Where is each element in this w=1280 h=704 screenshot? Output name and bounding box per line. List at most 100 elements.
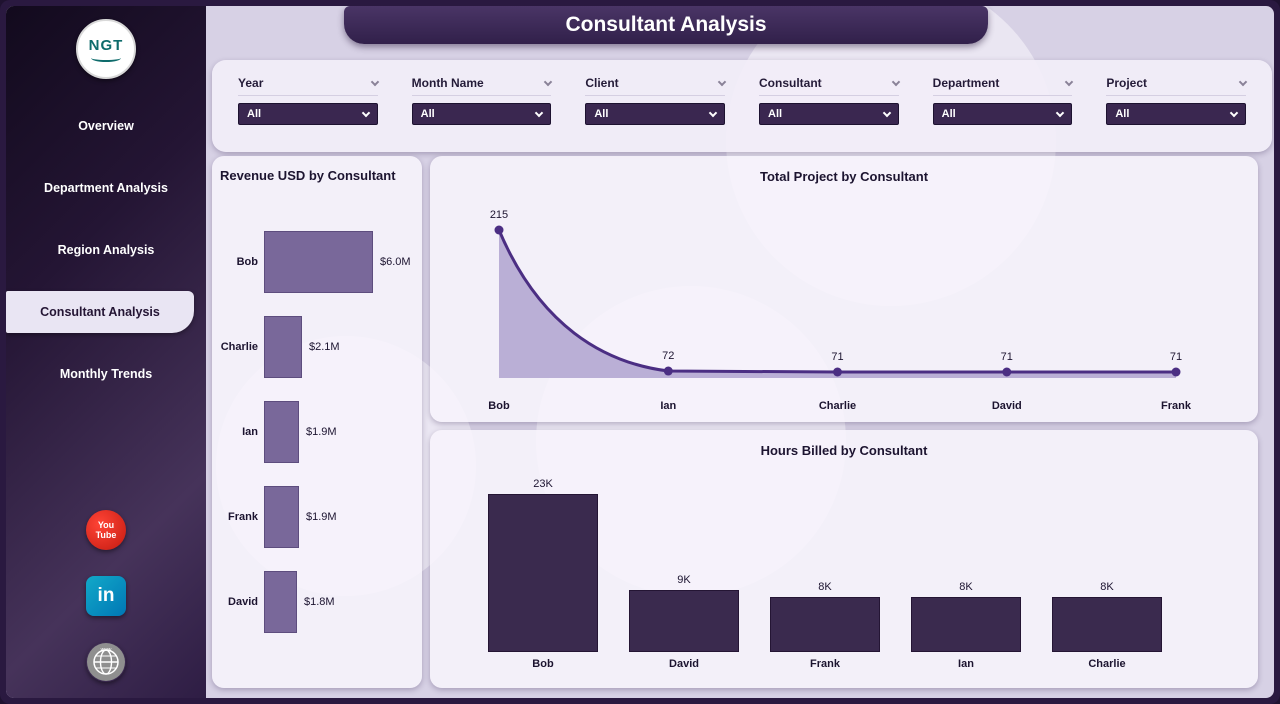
chart-title: Revenue USD by Consultant — [220, 168, 396, 183]
main-area: Consultant Analysis Year All Month Name — [206, 6, 1274, 698]
svg-text:Frank: Frank — [1161, 400, 1192, 412]
svg-text:71: 71 — [831, 351, 843, 363]
revenue-bar-row: Ian $1.9M — [220, 389, 414, 474]
logo-text: NGT — [88, 36, 124, 54]
revenue-bar-row: Bob $6.0M — [220, 219, 414, 304]
filter-label: Department — [932, 76, 1000, 90]
value-label: 23K — [533, 478, 553, 490]
filter-department: Department All — [932, 76, 1074, 152]
bar[interactable] — [264, 400, 299, 463]
svg-text:Bob: Bob — [488, 400, 510, 412]
filter-year: Year All — [238, 76, 379, 152]
page-title: Consultant Analysis — [344, 6, 988, 44]
chevron-down-icon[interactable] — [717, 77, 727, 86]
chevron-down-icon[interactable] — [544, 77, 553, 86]
category-label: Bob — [236, 255, 258, 268]
svg-text:David: David — [992, 400, 1022, 412]
sidebar-item-overview[interactable]: Overview — [78, 119, 134, 133]
filter-dropdown-project[interactable]: All — [1106, 103, 1246, 125]
sidebar-item-consultant-analysis[interactable]: Consultant Analysis — [6, 291, 194, 333]
filter-value: All — [1115, 108, 1130, 120]
chevron-down-icon — [535, 108, 544, 117]
youtube-text-bottom: Tube — [95, 530, 117, 540]
filter-client: Client All — [585, 76, 727, 152]
chevron-down-icon[interactable] — [370, 77, 379, 86]
logo-swoosh-icon — [91, 54, 121, 62]
bar[interactable] — [264, 485, 299, 548]
value-label: 8K — [959, 581, 973, 593]
bar[interactable] — [488, 494, 598, 652]
hours-columns: 23K Bob 9K David 8K Frank 8K Ian 8K Charlie — [488, 478, 1162, 672]
category-label: Frank — [810, 658, 840, 670]
linkedin-text: in — [97, 585, 115, 606]
revenue-rows: Bob $6.0M Charlie $2.1M Ian $1.9M Frank $1.9M Da… — [220, 219, 414, 644]
category-label: Charlie — [1088, 658, 1126, 670]
chevron-down-icon — [361, 108, 370, 117]
filter-label: Year — [238, 76, 264, 90]
filter-dropdown-consultant[interactable]: All — [759, 103, 899, 125]
chevron-down-icon — [1229, 108, 1239, 117]
filter-label: Project — [1106, 76, 1148, 90]
bar[interactable] — [264, 570, 297, 633]
bar[interactable] — [264, 230, 373, 293]
value-label: $1.9M — [306, 510, 337, 523]
value-label: 8K — [1100, 581, 1114, 593]
svg-text:71: 71 — [1001, 351, 1013, 363]
ngt-logo: NGT — [76, 19, 136, 79]
filter-dropdown-month-name[interactable]: All — [411, 103, 552, 125]
value-label: 9K — [677, 574, 691, 586]
social-links: You Tube in www — [86, 510, 126, 682]
sidebar-nav: Overview Department Analysis Region Anal… — [6, 105, 206, 415]
website-globe-icon[interactable]: www — [86, 642, 126, 682]
svg-text:215: 215 — [490, 209, 508, 221]
area-chart[interactable]: 215 Bob 72 Ian 71 Charlie 71 David 71 Frank — [430, 156, 1258, 422]
filter-dropdown-year[interactable]: All — [238, 103, 378, 125]
projects-by-consultant-panel: Total Project by Consultant 215 Bob 72 Ian 7… — [430, 156, 1258, 422]
chart-title: Total Project by Consultant — [759, 169, 929, 184]
svg-text:Charlie: Charlie — [819, 400, 856, 412]
hours-by-consultant-panel: Hours Billed by Consultant 23K Bob 9K David… — [430, 430, 1258, 688]
revenue-bar-row: Frank $1.9M — [220, 474, 414, 559]
filter-value: All — [420, 108, 435, 120]
category-label: Charlie — [220, 340, 258, 353]
revenue-bar-row: Charlie $2.1M — [220, 304, 414, 389]
value-label: 8K — [818, 581, 832, 593]
chevron-down-icon[interactable] — [891, 77, 900, 86]
svg-text:71: 71 — [1170, 351, 1182, 363]
column-group: 9K David — [629, 574, 739, 672]
value-label: $1.9M — [306, 425, 337, 438]
sidebar-item-department-analysis[interactable]: Department Analysis — [44, 181, 168, 195]
category-label: Bob — [532, 658, 554, 670]
sidebar-item-monthly-trends[interactable]: Monthly Trends — [59, 367, 153, 381]
filter-value: All — [941, 108, 956, 120]
filter-month-name: Month Name All — [411, 76, 553, 152]
bar[interactable] — [911, 597, 1021, 652]
linkedin-icon[interactable]: in — [86, 576, 126, 616]
bar[interactable] — [1052, 597, 1162, 652]
filter-value: All — [594, 108, 609, 120]
bar[interactable] — [629, 590, 739, 652]
filter-header: Project — [1106, 76, 1248, 96]
filter-value: All — [247, 108, 262, 120]
category-label: Ian — [958, 658, 974, 670]
revenue-by-consultant-panel: Revenue USD by Consultant Bob $6.0M Charli… — [212, 156, 422, 688]
filter-dropdown-client[interactable]: All — [585, 103, 725, 125]
bar[interactable] — [264, 315, 302, 378]
bar[interactable] — [770, 597, 880, 652]
category-label: David — [228, 595, 258, 608]
chevron-down-icon[interactable] — [1065, 77, 1074, 86]
category-label: Frank — [228, 510, 258, 523]
svg-text:www: www — [101, 647, 112, 653]
column-group: 8K Frank — [770, 581, 880, 672]
filter-dropdown-department[interactable]: All — [932, 103, 1073, 125]
filter-header: Month Name — [411, 76, 553, 96]
filter-header: Year — [238, 76, 379, 96]
value-label: $6.0M — [380, 255, 411, 268]
chart-title: Hours Billed by Consultant — [760, 443, 928, 458]
youtube-icon[interactable]: You Tube — [86, 510, 126, 550]
sidebar-item-region-analysis[interactable]: Region Analysis — [57, 243, 155, 257]
filter-label: Client — [585, 76, 619, 90]
chevron-down-icon[interactable] — [1238, 77, 1248, 86]
chevron-down-icon — [1056, 108, 1065, 117]
